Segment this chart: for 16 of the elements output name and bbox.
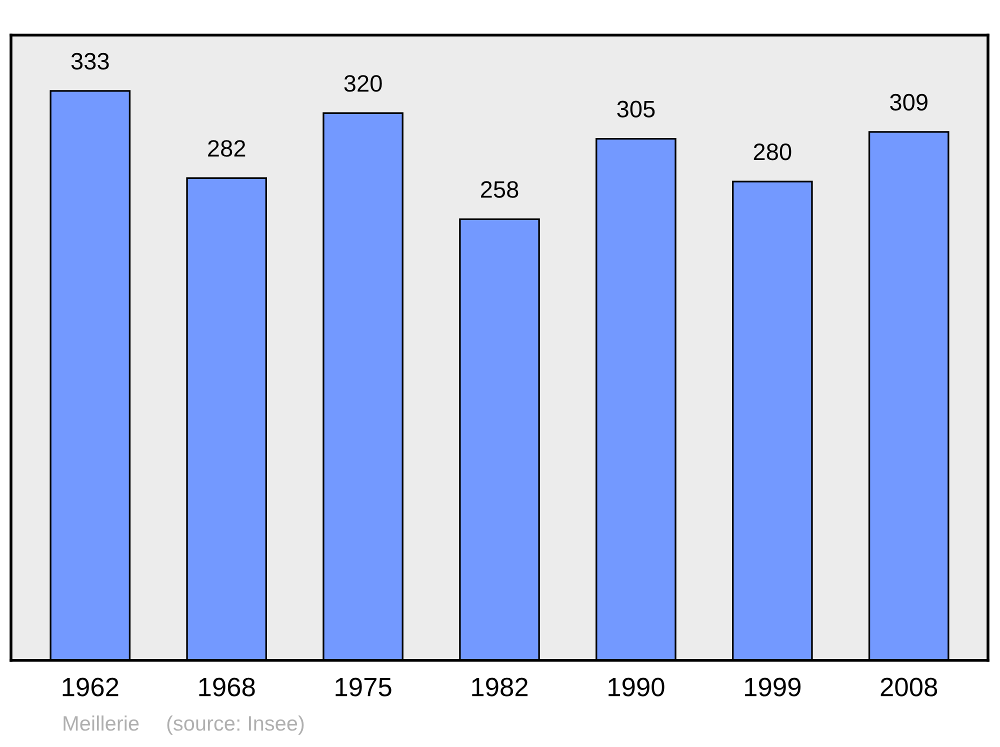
x-tick-label: 1990 <box>608 678 664 696</box>
data-label: 305 <box>617 100 655 118</box>
text: Meillerie <box>64 715 139 731</box>
text: (source: Insee) <box>167 715 304 735</box>
x-tick-label: 1975 <box>336 678 392 696</box>
data-label: 282 <box>208 140 246 157</box>
data-label: 320 <box>344 75 382 92</box>
x-tick-label: 1999 <box>745 678 801 696</box>
x-tick-label: 1982 <box>472 678 528 696</box>
data-label: 280 <box>754 143 792 160</box>
x-tick-label: 1962 <box>62 678 118 696</box>
x-tick-label: 2008 <box>880 678 938 696</box>
x-tick-label: 1968 <box>199 678 255 696</box>
data-label: 258 <box>480 181 518 198</box>
data-label: 309 <box>890 94 928 111</box>
data-label: 333 <box>71 52 109 70</box>
